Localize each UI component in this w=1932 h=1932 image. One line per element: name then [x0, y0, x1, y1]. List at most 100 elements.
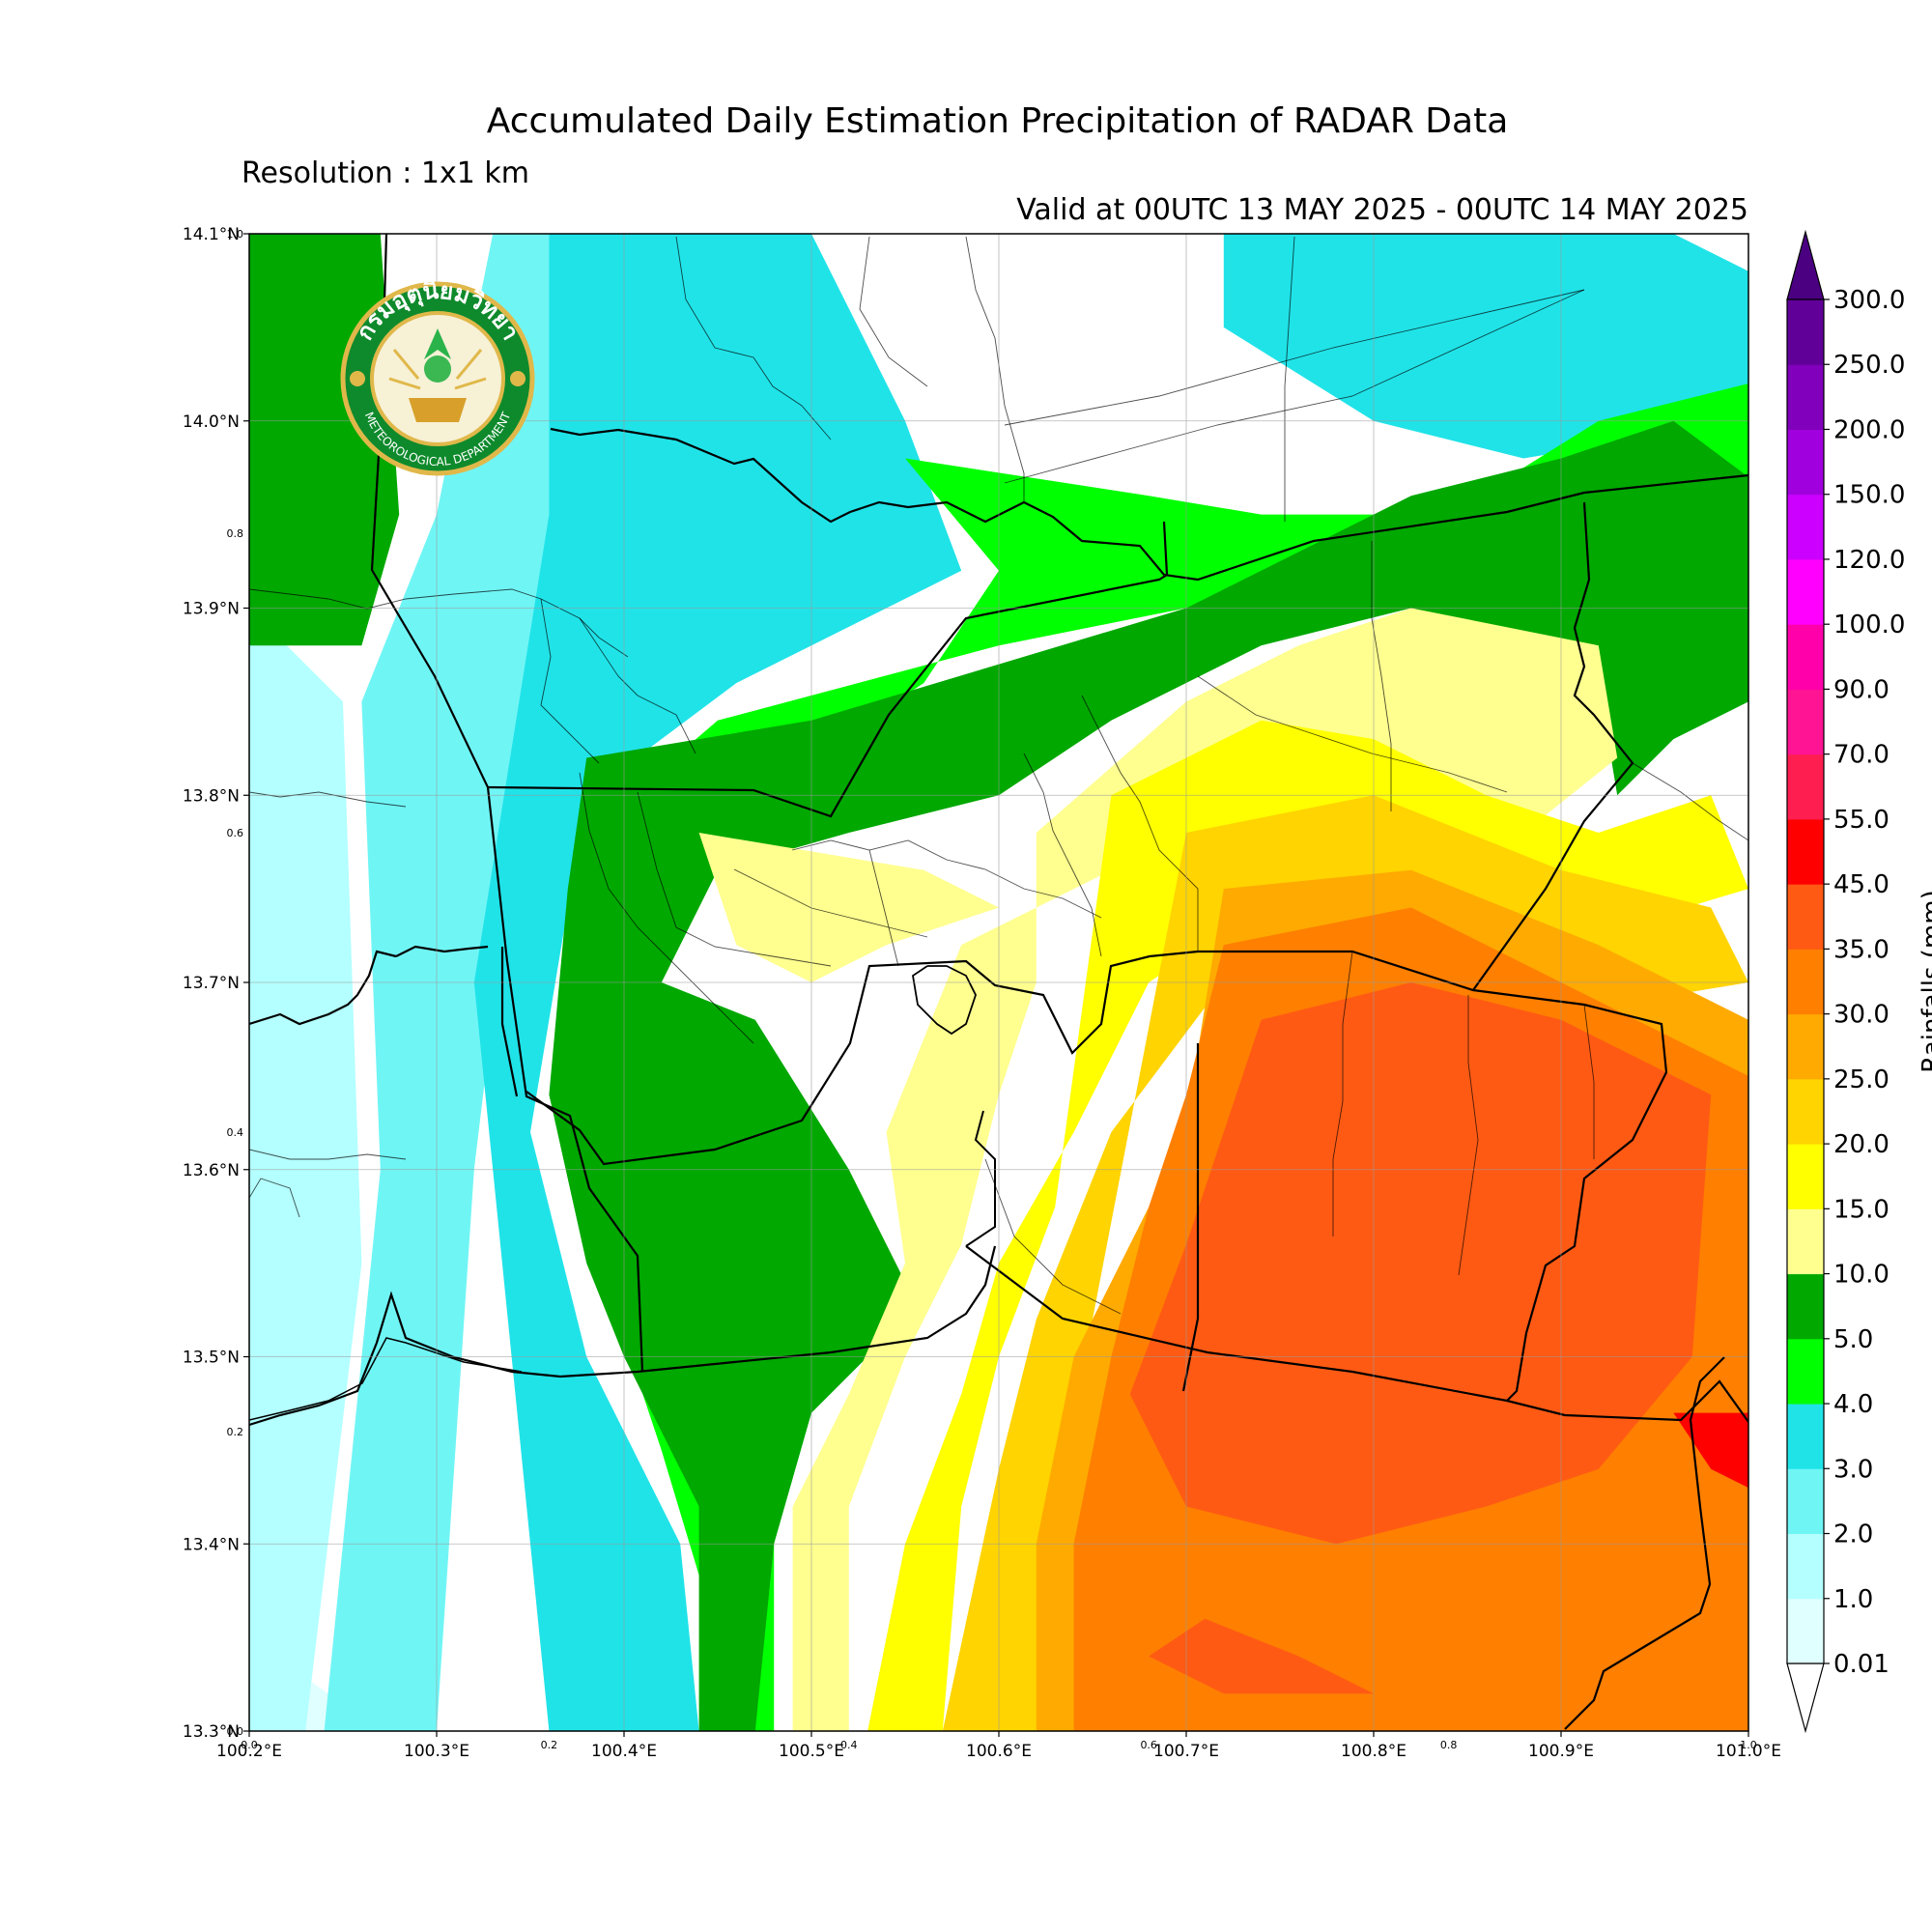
- colorbar-segment: [1787, 884, 1824, 950]
- colorbar-segment: [1787, 494, 1824, 560]
- colorbar-segment: [1787, 689, 1824, 755]
- colorbar-segment: [1787, 1533, 1824, 1600]
- province-boundary-chonburi: [965, 1245, 1748, 1423]
- lon-tick-label: 100.7°E: [1153, 1742, 1219, 1761]
- colorbar-segment: [1787, 1273, 1824, 1340]
- colorbar-segment: [1787, 429, 1824, 496]
- colorbar-segment: [1787, 1338, 1824, 1405]
- colorbar-segment: [1787, 1078, 1824, 1145]
- precip-region-3.0-4.0: [1223, 234, 1748, 459]
- lat-tick-label: 13.5°N: [183, 1349, 240, 1368]
- colorbar-level-label: 15.0: [1833, 1195, 1889, 1224]
- colorbar-segment: [1787, 753, 1824, 820]
- colorbar-frame: [1786, 298, 1825, 1664]
- colorbar-segment: [1787, 1598, 1824, 1664]
- meteorological-department-seal-icon: กรมอุตุนิยมวิทยา METEOROLOGICAL DEPARTME…: [340, 277, 535, 476]
- colorbar-level-label: 120.0: [1833, 546, 1905, 575]
- colorbar-level-label: 2.0: [1833, 1520, 1873, 1549]
- frac-tick-bottom: 0.4: [840, 1739, 858, 1751]
- colorbar-level-label: 100.0: [1833, 611, 1905, 639]
- colorbar-title: Rainfalls (mm): [1918, 890, 1932, 1072]
- frac-tick-bottom: 1.0: [1740, 1739, 1757, 1751]
- precip-region-35.0-45.0: [1149, 1618, 1374, 1694]
- frac-tick-left: 0.2: [227, 1426, 244, 1438]
- precip-region-35.0-45.0: [1129, 982, 1712, 1545]
- province-boundary-west-edge: [249, 950, 397, 1026]
- district-lines: [791, 839, 1102, 919]
- district-lines: [1632, 762, 1748, 841]
- colorbar-level-label: 10.0: [1833, 1261, 1889, 1290]
- colorbar-level-label: 0.01: [1833, 1650, 1889, 1679]
- province-boundary-nakhon-pathom: [500, 947, 519, 1097]
- lon-tick-label: 101.0°E: [1716, 1742, 1781, 1761]
- colorbar-level-label: 45.0: [1833, 870, 1889, 899]
- province-boundary-samut-prakan: [1181, 1043, 1200, 1392]
- frac-tick-left: 0.8: [227, 527, 244, 540]
- district-lines: [733, 868, 928, 938]
- colorbar-segment: [1787, 818, 1824, 885]
- district-lines: [965, 236, 1025, 502]
- district-lines: [1284, 236, 1295, 522]
- province-boundary-west-edge-2: [395, 945, 489, 957]
- axis-ticks: 100.2°E 100.3°E 100.4°E 100.5°E 100.6°E 100.7…: [183, 225, 1781, 1761]
- colorbar-level-label: 300.0: [1833, 286, 1905, 315]
- map-title: Accumulated Daily Estimation Precipitati…: [486, 101, 1509, 141]
- colorbar-level-label: 30.0: [1833, 1001, 1889, 1030]
- colorbar-segment: [1787, 624, 1824, 690]
- frac-tick-left: 0.4: [227, 1126, 244, 1139]
- district-lines: [675, 236, 832, 440]
- lat-tick-label: 14.1°N: [183, 225, 240, 244]
- colorbar-level-label: 35.0: [1833, 935, 1889, 964]
- frac-tick-left: 0.0: [227, 1725, 244, 1738]
- lat-tick-label: 13.3°N: [183, 1722, 240, 1742]
- district-lines: [579, 772, 754, 1044]
- district-lines: [1081, 695, 1199, 952]
- colorbar-level-label: 3.0: [1833, 1455, 1873, 1484]
- district-lines: [1583, 1004, 1595, 1159]
- lat-tick-label: 13.8°N: [183, 786, 240, 806]
- coastline-gulf-inner: [249, 1337, 523, 1421]
- colorbar-level-label: 25.0: [1833, 1065, 1889, 1094]
- lat-tick-label: 13.7°N: [183, 974, 240, 993]
- precip-region-10.0-15.0: [698, 833, 999, 982]
- colorbar-extend-high: [1786, 229, 1825, 300]
- colorbar-segment: [1787, 299, 1824, 365]
- district-lines: [540, 598, 600, 764]
- lon-tick-label: 100.3°E: [404, 1742, 469, 1761]
- colorbar-extend-low: [1786, 1662, 1825, 1734]
- colorbar-segment: [1787, 1208, 1824, 1275]
- colorbar-level-label: 5.0: [1833, 1325, 1873, 1354]
- district-lines: [579, 617, 696, 754]
- colorbar: 0.01 1.0 2.0 3.0 4.0 5.0 10.0 15.0 20.0 25.0 30.0 3…: [1786, 229, 1932, 1734]
- district-lines: [249, 1149, 407, 1160]
- frac-tick-bottom: 0.8: [1440, 1739, 1458, 1751]
- frac-tick-bottom: 0.0: [241, 1739, 258, 1751]
- colorbar-level-label: 20.0: [1833, 1130, 1889, 1159]
- province-boundary-bkk: [526, 950, 1199, 1166]
- lat-tick-label: 14.0°N: [183, 412, 240, 432]
- district-lines: [1197, 675, 1508, 793]
- colorbar-segment: [1787, 1404, 1824, 1469]
- lon-tick-label: 100.8°E: [1341, 1742, 1406, 1761]
- frac-tick-left: 0.6: [227, 827, 244, 839]
- river-loop: [912, 965, 977, 1036]
- resolution-label: Resolution : 1x1 km: [242, 156, 529, 190]
- coastline-east: [1564, 1356, 1725, 1730]
- colorbar-level-label: 55.0: [1833, 806, 1889, 835]
- river-mouth: [965, 1110, 996, 1247]
- colorbar-level-label: 4.0: [1833, 1390, 1873, 1419]
- precip-region-5.0-10.0: [549, 420, 1748, 1731]
- colorbar-segment: [1787, 1013, 1824, 1080]
- precip-region-15.0-20.0: [867, 720, 1748, 1731]
- frac-tick-bottom: 0.6: [1140, 1739, 1157, 1751]
- district-lines: [1023, 753, 1102, 957]
- district-lines: [1371, 541, 1392, 811]
- colorbar-segment: [1787, 558, 1824, 625]
- lon-tick-label: 100.4°E: [591, 1742, 657, 1761]
- frac-tick-bottom: 0.2: [541, 1739, 558, 1751]
- colorbar-level-label: 70.0: [1833, 741, 1889, 770]
- coastline-gulf: [249, 1245, 997, 1427]
- district-lines: [859, 236, 928, 387]
- lon-tick-label: 100.9°E: [1528, 1742, 1594, 1761]
